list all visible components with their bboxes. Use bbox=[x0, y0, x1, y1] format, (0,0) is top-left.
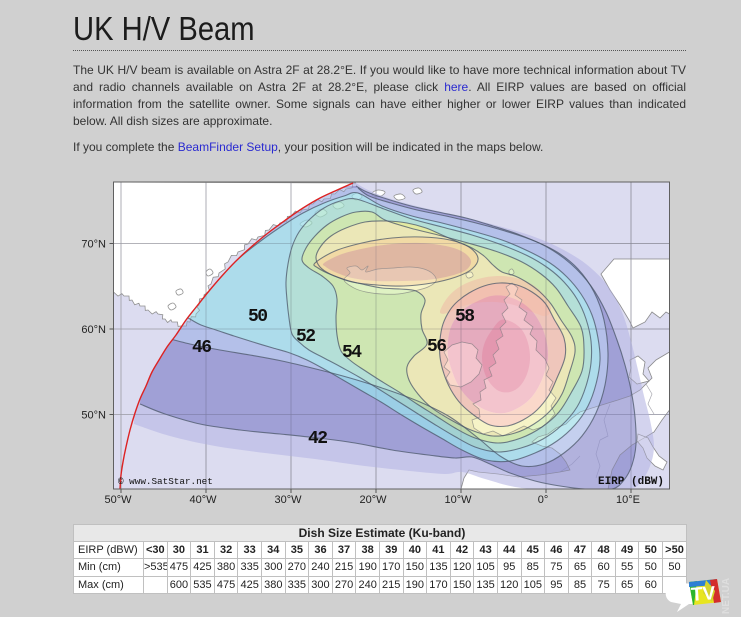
svg-text:50: 50 bbox=[248, 307, 267, 327]
svg-text:56: 56 bbox=[427, 337, 446, 357]
svg-text:© www.SatStar.net: © www.SatStar.net bbox=[118, 476, 213, 487]
svg-text:42: 42 bbox=[308, 429, 327, 449]
svg-text:40°W: 40°W bbox=[189, 494, 217, 506]
svg-text:54: 54 bbox=[342, 343, 362, 363]
svg-text:58: 58 bbox=[455, 307, 474, 327]
svg-text:52: 52 bbox=[296, 327, 315, 347]
svg-text:20°W: 20°W bbox=[359, 494, 387, 506]
svg-text:50°N: 50°N bbox=[81, 410, 106, 422]
svg-text:30°W: 30°W bbox=[274, 494, 302, 506]
svg-text:70°N: 70°N bbox=[81, 239, 106, 251]
svg-text:10°E: 10°E bbox=[616, 494, 640, 506]
svg-text:60°N: 60°N bbox=[81, 324, 106, 336]
svg-text:46: 46 bbox=[192, 338, 211, 358]
svg-text:TV: TV bbox=[690, 583, 716, 606]
svg-text:50°W: 50°W bbox=[104, 494, 132, 506]
svg-text:0°: 0° bbox=[538, 494, 549, 506]
svg-text:NET.UA: NET.UA bbox=[721, 578, 732, 614]
svg-text:10°W: 10°W bbox=[444, 494, 472, 506]
svg-text:EIRP (dBW): EIRP (dBW) bbox=[598, 476, 664, 488]
